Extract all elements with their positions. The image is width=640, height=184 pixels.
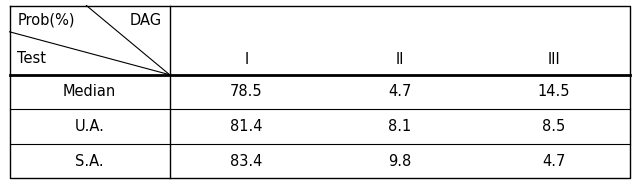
Text: S.A.: S.A. — [76, 154, 104, 169]
Text: I: I — [244, 52, 248, 67]
Text: 14.5: 14.5 — [538, 84, 570, 100]
Text: 8.5: 8.5 — [542, 119, 565, 134]
Text: III: III — [547, 52, 560, 67]
Text: II: II — [396, 52, 404, 67]
Text: 4.7: 4.7 — [388, 84, 412, 100]
Text: 78.5: 78.5 — [230, 84, 262, 100]
Text: 9.8: 9.8 — [388, 154, 412, 169]
Text: Median: Median — [63, 84, 116, 100]
Text: 8.1: 8.1 — [388, 119, 412, 134]
Text: U.A.: U.A. — [75, 119, 104, 134]
Text: Test: Test — [17, 50, 46, 66]
Text: 83.4: 83.4 — [230, 154, 262, 169]
Text: 81.4: 81.4 — [230, 119, 262, 134]
Text: DAG: DAG — [130, 13, 162, 28]
Text: Prob(%): Prob(%) — [17, 13, 75, 28]
Text: 4.7: 4.7 — [542, 154, 565, 169]
